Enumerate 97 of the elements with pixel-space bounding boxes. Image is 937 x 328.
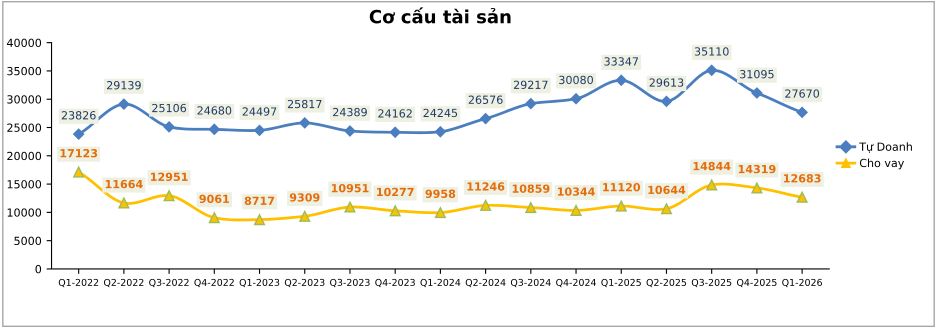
point xyxy=(751,182,762,194)
point xyxy=(164,190,175,202)
point xyxy=(299,210,310,222)
data-label: 25106 xyxy=(152,104,186,112)
x-tick-label: Q2-2024 xyxy=(466,278,506,288)
y-tick-label: 10000 xyxy=(8,208,42,217)
data-label: 11664 xyxy=(106,180,143,188)
point xyxy=(570,204,582,216)
point xyxy=(570,93,582,104)
y-tick-label: 0 xyxy=(35,264,42,274)
point xyxy=(254,124,266,136)
point xyxy=(163,121,175,133)
data-label: 27670 xyxy=(785,89,820,98)
x-tick-label: Q2-2025 xyxy=(646,278,686,288)
x-tick-label: Q1-2024 xyxy=(420,278,460,288)
point xyxy=(434,207,446,218)
data-label: 12683 xyxy=(784,174,821,183)
data-label: 9958 xyxy=(426,190,456,198)
data-label: 29613 xyxy=(650,78,684,87)
point xyxy=(73,128,84,140)
point xyxy=(344,201,356,213)
data-label: 26576 xyxy=(468,96,503,104)
data-label: 12951 xyxy=(151,172,188,182)
data-label: 29139 xyxy=(107,81,141,90)
x-tick-label: Q2-2022 xyxy=(104,278,144,288)
point xyxy=(660,203,672,214)
data-label: 24162 xyxy=(378,109,412,118)
data-label: 11120 xyxy=(603,182,640,192)
x-tick-label: Q3-2023 xyxy=(330,278,370,288)
point xyxy=(344,125,356,137)
x-tick-label: Q4-2025 xyxy=(736,278,777,288)
data-label: 24389 xyxy=(333,108,367,116)
data-label: 35110 xyxy=(694,47,729,56)
point xyxy=(208,212,220,224)
x-tick-label: Q4-2024 xyxy=(556,278,596,288)
point xyxy=(208,124,220,135)
point xyxy=(480,112,492,124)
x-tick-label: Q1-2025 xyxy=(601,278,641,288)
x-tick-label: Q3-2022 xyxy=(149,278,189,288)
legend-label: Cho vay xyxy=(860,158,904,170)
point xyxy=(525,98,536,110)
point xyxy=(525,202,536,214)
y-tick-label: 40000 xyxy=(7,38,42,48)
data-label: 30080 xyxy=(559,76,593,84)
y-tick-label: 30000 xyxy=(7,95,42,104)
x-tick-label: Q2-2023 xyxy=(284,278,324,288)
y-tick-label: 35000 xyxy=(7,66,42,76)
point xyxy=(616,74,627,86)
x-tick-label: Q1-2026 xyxy=(782,278,822,288)
point xyxy=(118,197,130,209)
point xyxy=(796,192,808,203)
x-tick-label: Q1-2023 xyxy=(240,278,280,288)
data-label: 8717 xyxy=(244,196,274,205)
data-label: 9061 xyxy=(199,194,230,204)
data-label: 10644 xyxy=(648,186,686,194)
y-tick-label: 20000 xyxy=(7,152,42,160)
point xyxy=(254,214,266,226)
point xyxy=(751,87,763,99)
data-label: 9309 xyxy=(290,193,320,202)
point xyxy=(796,106,808,118)
data-label: 24680 xyxy=(197,106,232,115)
x-tick-label: Q4-2023 xyxy=(375,278,415,288)
legend-label: Tự Doanh xyxy=(859,142,912,153)
data-label: 23826 xyxy=(62,111,96,120)
point xyxy=(73,166,84,178)
data-label: 31095 xyxy=(740,70,774,78)
data-label: 29217 xyxy=(514,80,548,89)
point xyxy=(706,64,718,76)
data-label: 10951 xyxy=(332,184,369,192)
point xyxy=(118,98,130,110)
chart-title: Cơ cấu tài sản xyxy=(370,7,510,24)
y-tick-label: 15000 xyxy=(8,180,42,188)
data-label: 10859 xyxy=(512,184,550,193)
y-tick-label: 5000 xyxy=(14,236,42,246)
point xyxy=(434,126,446,138)
data-label: 14319 xyxy=(738,164,776,174)
x-tick-label: Q3-2025 xyxy=(692,278,732,288)
x-tick-label: Q1-2022 xyxy=(58,278,98,288)
x-tick-label: Q4-2022 xyxy=(194,278,234,288)
data-label: 33347 xyxy=(604,57,638,66)
data-label: 24497 xyxy=(242,107,276,116)
point xyxy=(390,126,401,138)
data-label: 17123 xyxy=(60,149,98,158)
point xyxy=(616,200,627,212)
point xyxy=(660,96,672,108)
data-label: 10277 xyxy=(377,188,414,196)
point xyxy=(706,179,718,191)
x-tick-label: Q3-2024 xyxy=(510,278,551,288)
data-label: 11246 xyxy=(468,182,504,191)
y-tick-label: 25000 xyxy=(7,123,42,132)
data-label: 24245 xyxy=(424,108,458,118)
point xyxy=(299,117,310,128)
data-label: 10344 xyxy=(558,187,595,196)
point xyxy=(390,205,401,216)
point xyxy=(480,200,492,211)
data-label: 25817 xyxy=(288,100,322,108)
data-label: 14844 xyxy=(694,162,730,170)
